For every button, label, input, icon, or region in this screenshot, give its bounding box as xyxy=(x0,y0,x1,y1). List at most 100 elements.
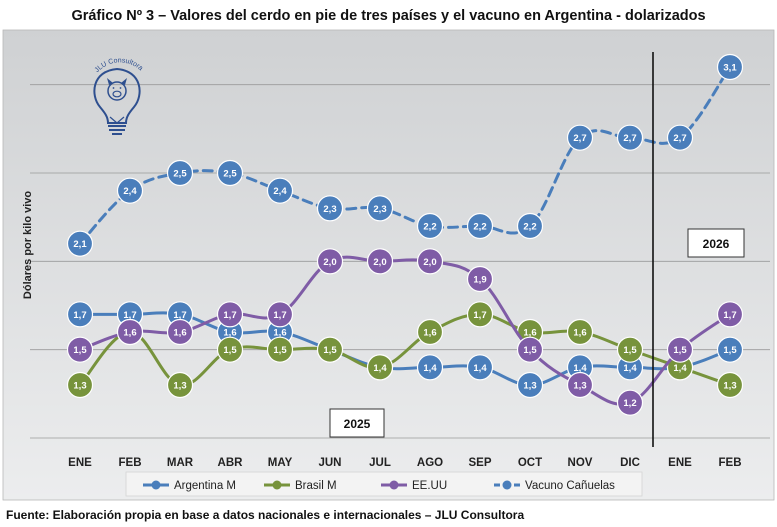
data-label-ee-uu: 1,5 xyxy=(73,345,87,356)
x-axis-ticks: ENE FEB MAR ABR MAY JUN JUL AGO SEP OCT NOV DIC ENE F… xyxy=(68,457,741,469)
data-label-argentina-m: 1,4 xyxy=(573,363,587,374)
data-label-vacuno-ca-uelas: 2,3 xyxy=(373,204,386,215)
data-point-argentina-m xyxy=(516,371,544,399)
legend-marker xyxy=(272,480,282,490)
data-point-brasil-m xyxy=(366,354,394,381)
data-label-brasil-m: 1,3 xyxy=(173,381,186,392)
legend-marker xyxy=(389,480,399,490)
data-point-brasil-m xyxy=(616,336,644,363)
x-tick-label: ABR xyxy=(218,457,244,469)
data-label-ee-uu: 1,9 xyxy=(473,275,486,286)
data-label-argentina-m: 1,4 xyxy=(473,363,487,374)
legend-marker xyxy=(502,480,512,490)
data-point-ee-uu xyxy=(216,301,244,328)
chart-title: Gráfico Nº 3 – Valores del cerdo en pie … xyxy=(71,8,706,24)
data-point-ee-uu xyxy=(516,336,544,363)
data-point-vacuno-ca-uelas xyxy=(116,177,144,204)
data-label-vacuno-ca-uelas: 2,1 xyxy=(73,239,87,250)
data-label-ee-uu: 1,7 xyxy=(723,310,736,321)
x-tick-label: OCT xyxy=(518,457,542,469)
x-tick-label: SEP xyxy=(468,457,491,469)
data-label-brasil-m: 1,4 xyxy=(673,363,687,374)
data-label-ee-uu: 2,0 xyxy=(373,257,386,268)
series-layer: 2,1 2,4 2,5 2,5 2,4 2,3 2,3 2,2 2,2 2,2 2,7 2,7 2,7 3… xyxy=(66,53,744,416)
data-label-brasil-m: 1,6 xyxy=(573,328,586,339)
data-label-vacuno-ca-uelas: 2,2 xyxy=(473,222,486,233)
x-tick-label: FEB xyxy=(719,457,742,469)
data-point-vacuno-ca-uelas xyxy=(416,212,444,240)
legend-label: Argentina M xyxy=(174,480,236,492)
data-point-ee-uu xyxy=(666,336,694,363)
data-label-brasil-m: 1,3 xyxy=(73,381,86,392)
data-label-brasil-m: 1,6 xyxy=(423,328,436,339)
year-label-2026: 2026 xyxy=(703,237,730,251)
data-label-ee-uu: 2,0 xyxy=(423,257,436,268)
data-point-argentina-m xyxy=(716,336,744,363)
data-label-argentina-m: 1,7 xyxy=(173,310,186,321)
data-point-brasil-m xyxy=(716,371,744,399)
data-label-vacuno-ca-uelas: 2,5 xyxy=(173,169,187,180)
data-point-ee-uu xyxy=(366,248,394,275)
data-label-vacuno-ca-uelas: 2,2 xyxy=(523,222,536,233)
x-tick-label: AGO xyxy=(417,457,443,469)
data-point-vacuno-ca-uelas xyxy=(466,212,494,240)
x-tick-label: JUL xyxy=(369,457,391,469)
data-label-vacuno-ca-uelas: 3,1 xyxy=(723,63,737,74)
data-point-ee-uu xyxy=(566,371,594,399)
data-label-brasil-m: 1,5 xyxy=(223,345,237,356)
data-label-brasil-m: 1,5 xyxy=(273,345,287,356)
data-point-argentina-m xyxy=(466,354,494,381)
data-point-brasil-m xyxy=(66,371,94,399)
data-label-vacuno-ca-uelas: 2,7 xyxy=(573,133,586,144)
x-tick-label: ENE xyxy=(68,457,92,469)
data-label-ee-uu: 1,6 xyxy=(173,328,186,339)
data-point-brasil-m xyxy=(266,336,294,363)
data-point-ee-uu xyxy=(66,336,94,363)
data-label-vacuno-ca-uelas: 2,7 xyxy=(673,133,686,144)
data-label-ee-uu: 1,7 xyxy=(223,310,236,321)
data-label-ee-uu: 2,0 xyxy=(323,257,336,268)
x-tick-label: MAY xyxy=(268,457,293,469)
data-point-argentina-m xyxy=(66,301,94,328)
data-point-ee-uu xyxy=(616,389,644,416)
data-point-vacuno-ca-uelas xyxy=(666,124,694,151)
data-point-vacuno-ca-uelas xyxy=(166,159,194,187)
data-point-brasil-m xyxy=(216,336,244,363)
data-label-brasil-m: 1,7 xyxy=(473,310,486,321)
data-point-ee-uu xyxy=(266,301,294,328)
data-point-brasil-m xyxy=(416,318,444,346)
data-point-ee-uu xyxy=(166,318,194,346)
data-label-ee-uu: 1,6 xyxy=(123,328,136,339)
x-tick-label: MAR xyxy=(167,457,194,469)
data-point-brasil-m xyxy=(316,336,344,363)
legend-label: Vacuno Cañuelas xyxy=(525,480,615,492)
data-point-vacuno-ca-uelas xyxy=(316,195,344,222)
data-label-vacuno-ca-uelas: 2,4 xyxy=(273,186,287,197)
data-label-brasil-m: 1,4 xyxy=(373,363,387,374)
data-label-ee-uu: 1,5 xyxy=(673,345,687,356)
data-label-ee-uu: 1,2 xyxy=(623,398,636,409)
data-label-argentina-m: 1,6 xyxy=(223,328,236,339)
data-label-argentina-m: 1,3 xyxy=(523,381,536,392)
legend-marker xyxy=(151,480,161,490)
data-label-ee-uu: 1,7 xyxy=(273,310,286,321)
data-point-brasil-m xyxy=(466,301,494,328)
data-point-vacuno-ca-uelas xyxy=(616,124,644,151)
data-point-ee-uu xyxy=(316,248,344,275)
data-label-argentina-m: 1,4 xyxy=(623,363,637,374)
year-label-2025: 2025 xyxy=(344,417,371,431)
data-label-brasil-m: 1,3 xyxy=(723,381,736,392)
y-axis-label: Dólares por kilo vivo xyxy=(22,191,34,299)
data-label-argentina-m: 1,4 xyxy=(423,363,437,374)
data-point-ee-uu xyxy=(466,265,494,293)
x-tick-label: JUN xyxy=(318,457,341,469)
year-box-2025 xyxy=(329,408,385,438)
data-label-ee-uu: 1,5 xyxy=(523,345,537,356)
x-tick-label: DIC xyxy=(620,457,640,469)
data-point-vacuno-ca-uelas xyxy=(516,212,544,240)
data-point-brasil-m xyxy=(166,371,194,399)
data-label-vacuno-ca-uelas: 2,2 xyxy=(423,222,436,233)
data-point-ee-uu xyxy=(716,301,744,328)
x-tick-label: NOV xyxy=(568,457,593,469)
pig-icon xyxy=(107,78,127,101)
